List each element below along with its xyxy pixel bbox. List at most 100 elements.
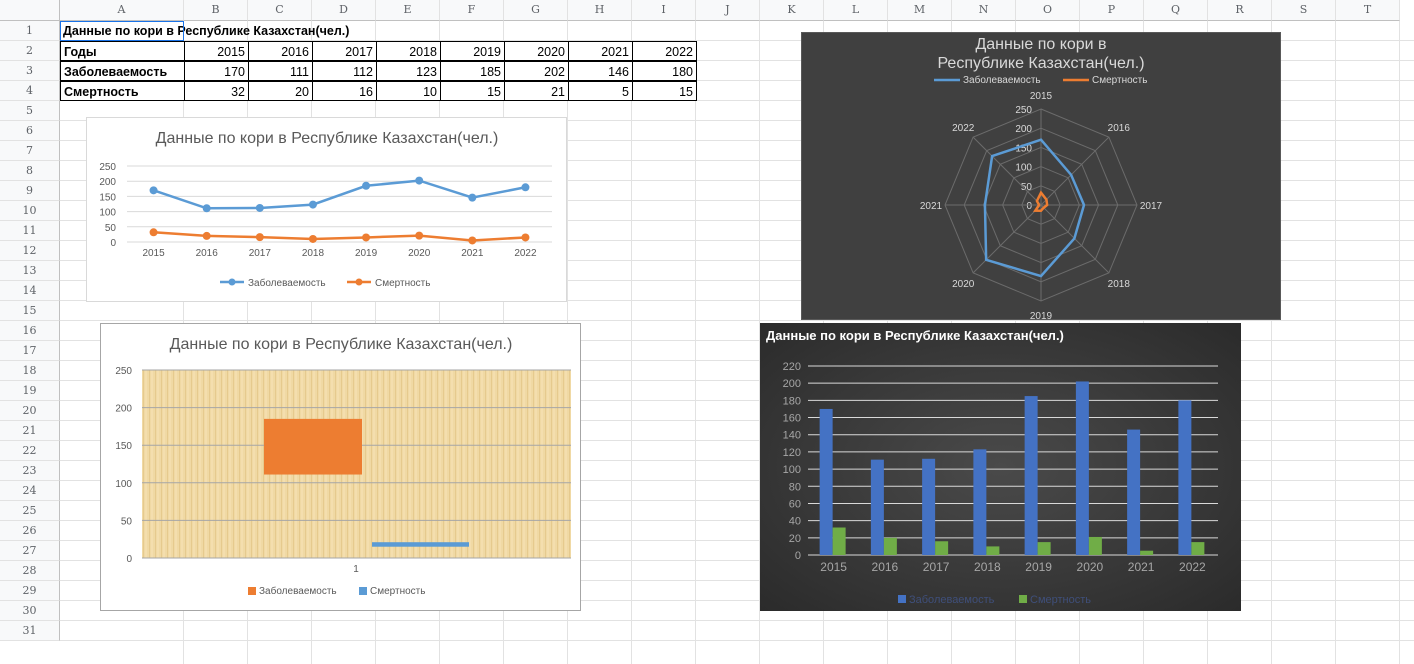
row-header[interactable]: 7 <box>0 141 60 161</box>
cell[interactable]: 2021 <box>568 41 633 61</box>
cell[interactable]: 170 <box>184 61 249 81</box>
cell[interactable]: 21 <box>504 81 569 101</box>
cell[interactable]: Заболеваемость <box>60 61 185 81</box>
column-header[interactable]: H <box>568 0 632 21</box>
column-header[interactable]: J <box>696 0 760 21</box>
column-header[interactable]: N <box>952 0 1016 21</box>
row-header[interactable]: 1 <box>0 21 60 41</box>
row-header[interactable]: 21 <box>0 421 60 441</box>
row-header[interactable]: 13 <box>0 261 60 281</box>
row-header[interactable]: 25 <box>0 501 60 521</box>
row-header[interactable]: 11 <box>0 221 60 241</box>
row-header[interactable]: 2 <box>0 41 60 61</box>
cell[interactable]: 2016 <box>248 41 313 61</box>
cell[interactable]: 112 <box>312 61 377 81</box>
cell[interactable]: 2015 <box>184 41 249 61</box>
cell[interactable]: 2022 <box>632 41 697 61</box>
legend-label: Заболеваемость <box>259 585 337 597</box>
column-header[interactable]: D <box>312 0 376 21</box>
floating-bar-chart[interactable]: Данные по кори в Республике Казахстан(че… <box>100 323 581 611</box>
row-header[interactable]: 20 <box>0 401 60 421</box>
column-header[interactable]: T <box>1336 0 1400 21</box>
row-header[interactable]: 27 <box>0 541 60 561</box>
row-header[interactable]: 17 <box>0 341 60 361</box>
row-header[interactable]: 4 <box>0 81 60 101</box>
cell[interactable]: Годы <box>60 41 185 61</box>
line-chart[interactable]: Данные по кори в Республике Казахстан(че… <box>86 117 567 302</box>
cell[interactable]: 10 <box>376 81 441 101</box>
column-header[interactable]: C <box>248 0 312 21</box>
row-header[interactable]: 30 <box>0 601 60 621</box>
row-header[interactable]: 6 <box>0 121 60 141</box>
column-header[interactable]: E <box>376 0 440 21</box>
row-gridline <box>60 540 1414 541</box>
row-header[interactable]: 31 <box>0 621 60 641</box>
data-point <box>362 181 371 190</box>
radar-chart[interactable]: Данные по кори в Республике Казахстан(чел… <box>801 32 1281 320</box>
legend-label: Смертность <box>375 278 430 289</box>
cell[interactable]: 2020 <box>504 41 569 61</box>
column-header[interactable]: G <box>504 0 568 21</box>
row-header[interactable]: 22 <box>0 441 60 461</box>
column-header[interactable]: Q <box>1144 0 1208 21</box>
corner-select-all[interactable] <box>0 0 60 21</box>
row-gridline <box>60 320 1414 321</box>
column-header[interactable]: M <box>888 0 952 21</box>
column-gridline <box>695 21 696 664</box>
row-header[interactable]: 10 <box>0 201 60 221</box>
cell[interactable]: 32 <box>184 81 249 101</box>
row-header[interactable]: 15 <box>0 301 60 321</box>
row-gridline <box>60 300 1414 301</box>
row-header[interactable]: 8 <box>0 161 60 181</box>
y-tick-label: 60 <box>789 498 801 510</box>
row-header[interactable]: 24 <box>0 481 60 501</box>
row-header[interactable]: 23 <box>0 461 60 481</box>
column-header[interactable]: S <box>1272 0 1336 21</box>
row-header[interactable]: 19 <box>0 381 60 401</box>
row-header[interactable]: 16 <box>0 321 60 341</box>
cell[interactable]: Смертность <box>60 81 185 101</box>
column-header[interactable]: A <box>60 0 184 21</box>
cell[interactable]: 2019 <box>440 41 505 61</box>
cell[interactable]: 20 <box>248 81 313 101</box>
column-header[interactable]: R <box>1208 0 1272 21</box>
bar <box>973 449 987 555</box>
column-header[interactable]: I <box>632 0 696 21</box>
cell[interactable]: 2018 <box>376 41 441 61</box>
column-header[interactable]: P <box>1080 0 1144 21</box>
cell[interactable]: 180 <box>632 61 697 81</box>
x-tick-label: 2019 <box>355 248 378 259</box>
cell[interactable]: 2017 <box>312 41 377 61</box>
row-header[interactable]: 5 <box>0 101 60 121</box>
row-gridline <box>60 280 1414 281</box>
cell[interactable]: 111 <box>248 61 313 81</box>
cell[interactable]: 5 <box>568 81 633 101</box>
cell[interactable]: 185 <box>440 61 505 81</box>
column-header[interactable]: K <box>760 0 824 21</box>
cell[interactable]: 16 <box>312 81 377 101</box>
row-header[interactable]: 26 <box>0 521 60 541</box>
row-header[interactable]: 14 <box>0 281 60 301</box>
cell[interactable]: 15 <box>632 81 697 101</box>
column-chart[interactable]: Данные по кори в Республике Казахстан(че… <box>760 323 1241 611</box>
column-header[interactable]: F <box>440 0 504 21</box>
row-header[interactable]: 28 <box>0 561 60 581</box>
cell[interactable]: 146 <box>568 61 633 81</box>
row-header[interactable]: 29 <box>0 581 60 601</box>
row-header[interactable]: 3 <box>0 61 60 81</box>
cell[interactable]: 202 <box>504 61 569 81</box>
cell[interactable]: 123 <box>376 61 441 81</box>
row-header[interactable]: 9 <box>0 181 60 201</box>
selected-cell-a1[interactable] <box>60 21 184 41</box>
y-tick-label: 40 <box>789 516 801 528</box>
column-header[interactable]: O <box>1016 0 1080 21</box>
column-header[interactable]: L <box>824 0 888 21</box>
cell[interactable]: 15 <box>440 81 505 101</box>
cell[interactable]: Данные по кори в Республике Казахстан(че… <box>63 24 350 38</box>
radar-axis <box>972 204 1042 274</box>
column-header[interactable]: B <box>184 0 248 21</box>
x-tick-label: 2016 <box>872 560 899 574</box>
row-header[interactable]: 12 <box>0 241 60 261</box>
row-header[interactable]: 18 <box>0 361 60 381</box>
